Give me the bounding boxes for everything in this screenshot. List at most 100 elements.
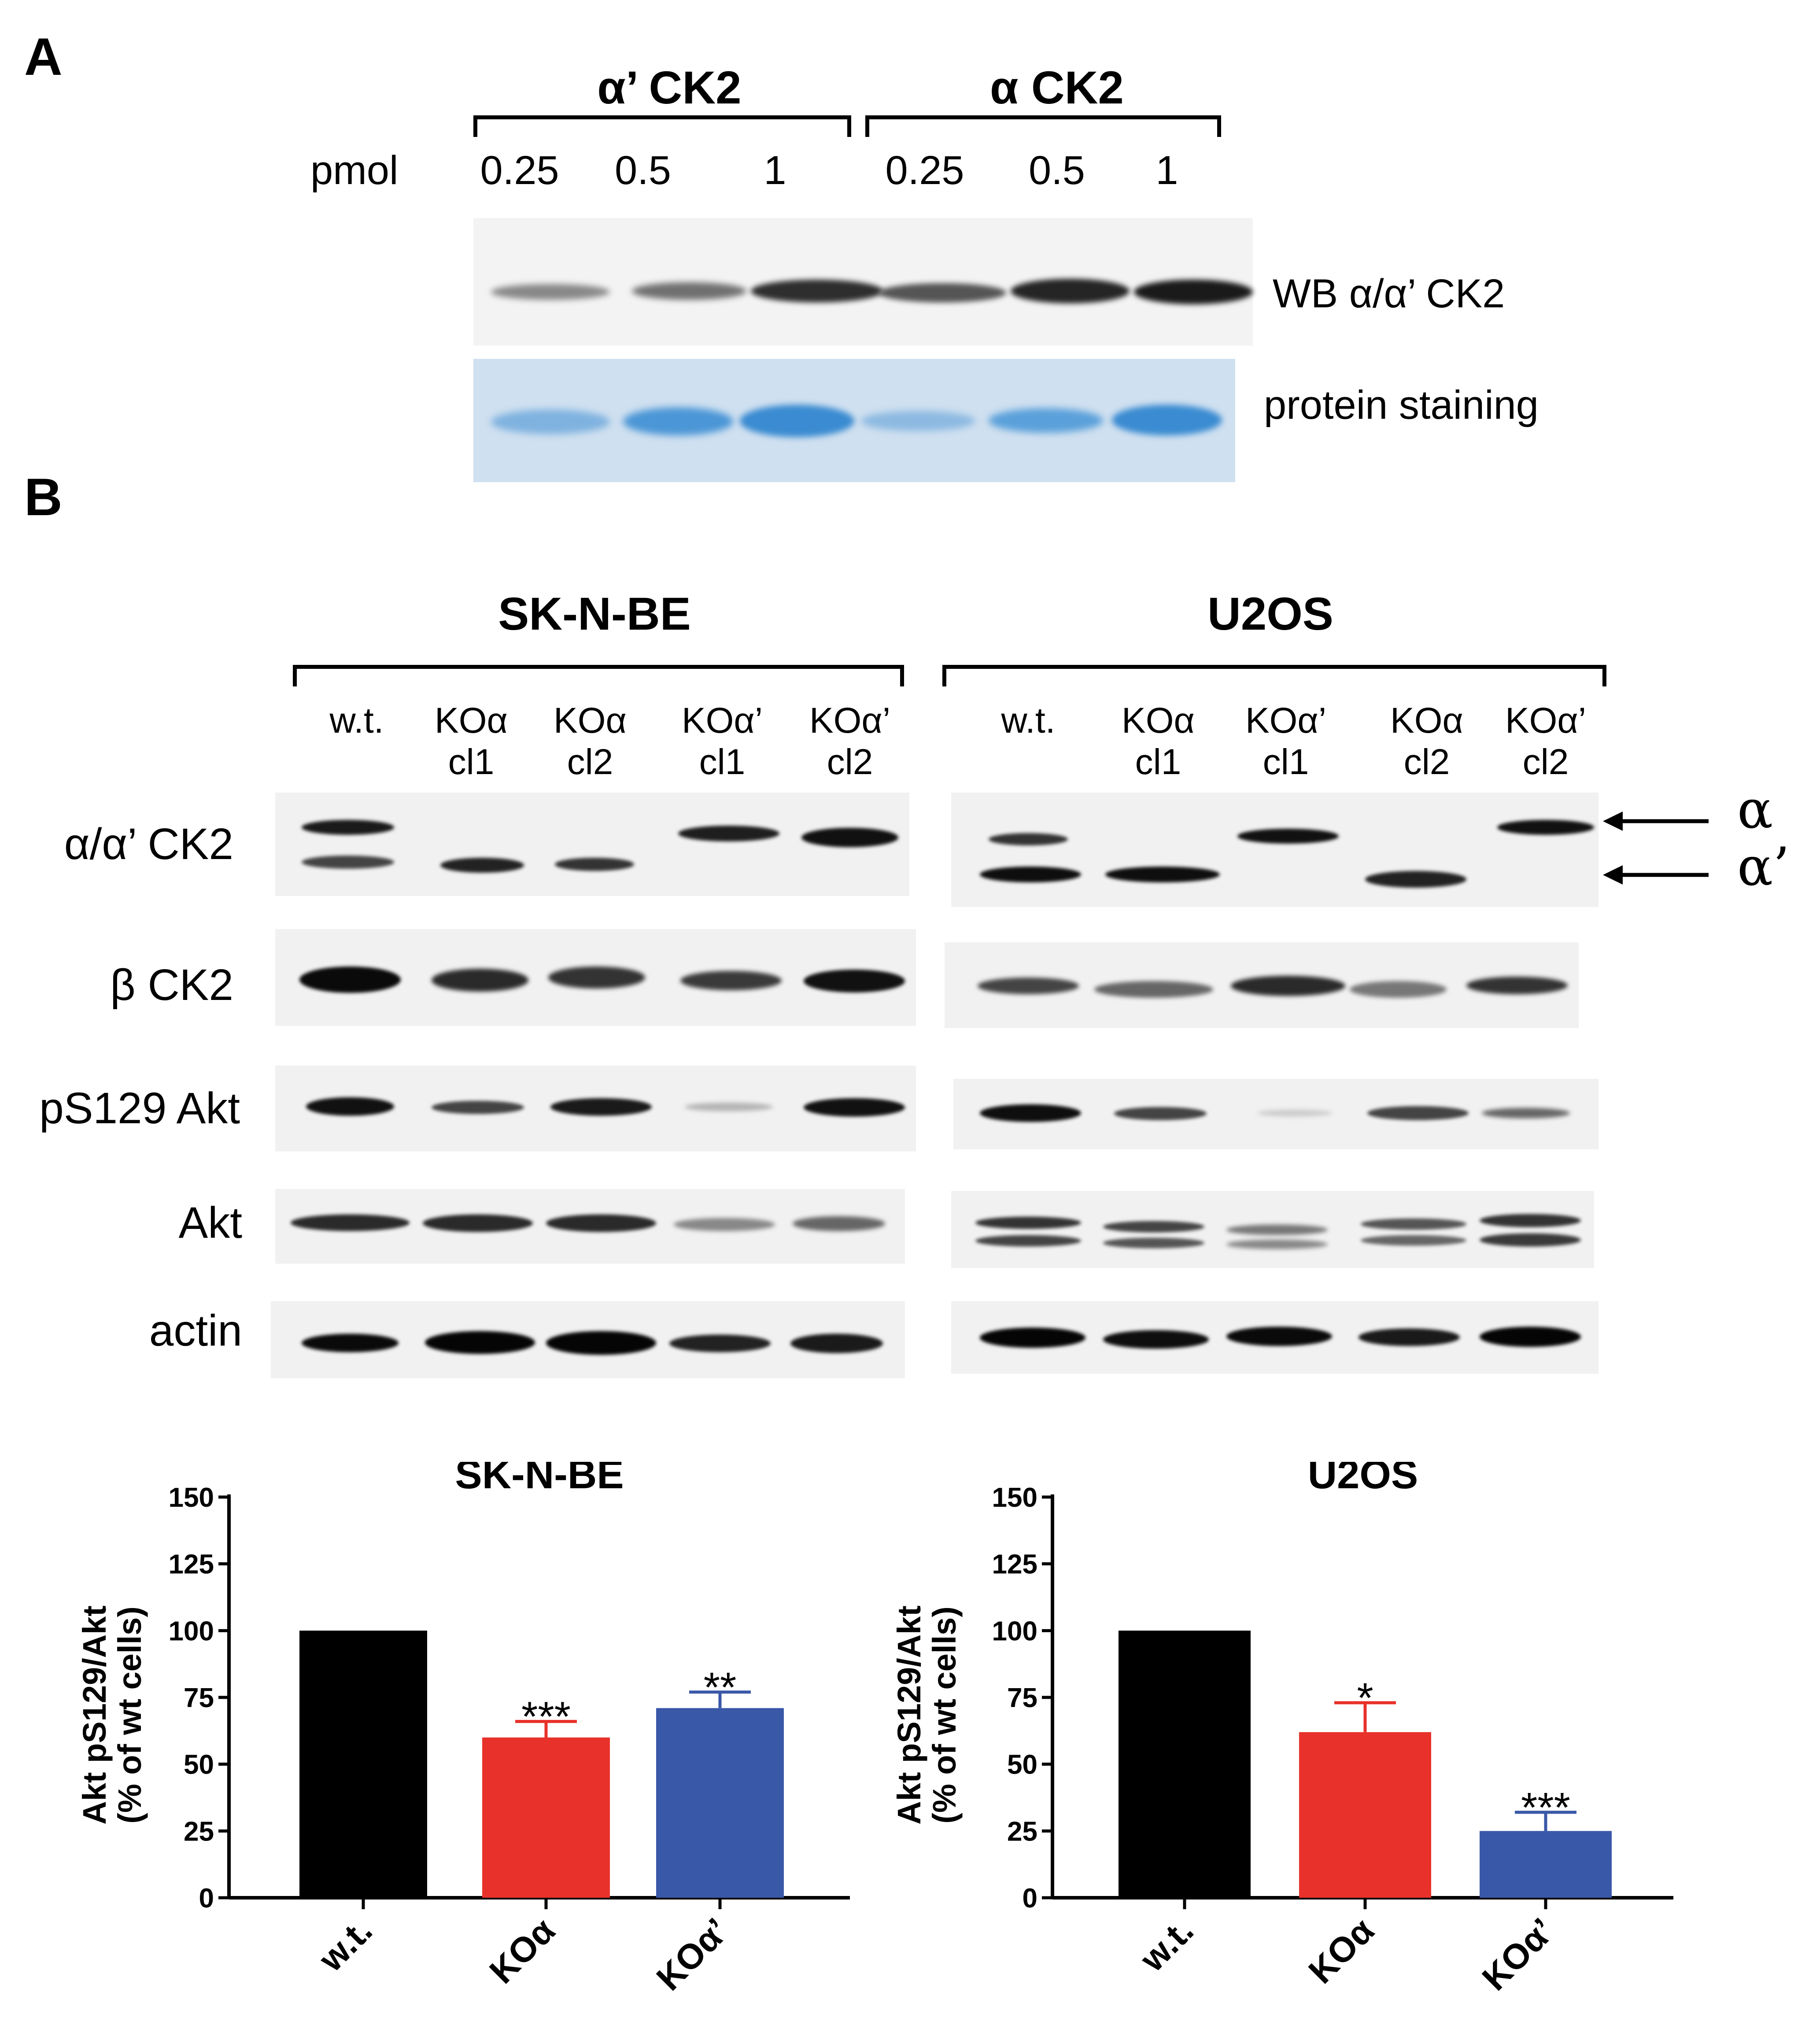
lane-label-top: KOα xyxy=(1122,701,1195,741)
blot-sk-n-be-beta-ck2 xyxy=(275,929,916,1026)
band xyxy=(674,1218,775,1231)
wb-label: WB α/α’ CK2 xyxy=(1273,271,1505,316)
y-tick-label: 25 xyxy=(1007,1816,1037,1847)
band xyxy=(1367,1106,1469,1120)
y-axis-label: (% of wt cells) xyxy=(926,1606,963,1823)
band xyxy=(1134,280,1253,304)
stain-band xyxy=(989,408,1103,433)
bracket-alpha xyxy=(865,115,1221,137)
band xyxy=(1480,1214,1581,1227)
stain-band xyxy=(491,409,610,434)
lane-label-top: w.t. xyxy=(329,701,384,741)
y-tick-label: 150 xyxy=(992,1483,1037,1513)
amount-label: 1 xyxy=(764,148,786,193)
lane-label: KOα cl1 xyxy=(1110,700,1207,783)
band xyxy=(980,1104,1081,1122)
bracket-u2os xyxy=(942,665,1606,686)
band xyxy=(546,1214,656,1232)
y-axis-label: (% of wt cells) xyxy=(111,1606,148,1823)
bar-wt xyxy=(1119,1630,1251,1898)
y-tick-label: 50 xyxy=(184,1750,214,1780)
band xyxy=(632,282,746,300)
x-tick-label: KOα xyxy=(1301,1911,1381,1991)
x-tick-label: w.t. xyxy=(1132,1911,1201,1979)
band xyxy=(432,1101,524,1114)
band-alpha-prime xyxy=(1105,867,1220,882)
lane-label-bottom: cl1 xyxy=(699,742,746,782)
band xyxy=(1103,1238,1204,1248)
band xyxy=(546,1331,656,1355)
bar-wt xyxy=(299,1630,427,1898)
x-tick-label: KOα xyxy=(482,1911,562,1991)
band xyxy=(980,1328,1085,1348)
panel-b-letter: B xyxy=(24,468,63,527)
lane-label-top: KOα’ xyxy=(1505,701,1587,741)
band xyxy=(669,1335,771,1352)
band xyxy=(1361,1235,1466,1246)
stain-label: protein staining xyxy=(1264,383,1539,428)
significance-label: *** xyxy=(521,1693,571,1741)
y-tick-label: 25 xyxy=(184,1816,214,1847)
row-label-akt: Akt xyxy=(178,1198,242,1247)
lane-label-top: KOα xyxy=(554,701,627,741)
band xyxy=(1480,1327,1581,1347)
chart-title: SK-N-BE xyxy=(455,1462,624,1497)
band xyxy=(1114,1107,1207,1120)
band-alpha xyxy=(1237,829,1339,844)
band xyxy=(879,283,1006,302)
stain-band xyxy=(740,405,854,437)
row-label-actin: actin xyxy=(149,1306,242,1355)
band xyxy=(299,966,401,993)
x-tick-label: KOα’ xyxy=(1475,1911,1562,1998)
lane-label-bottom: cl2 xyxy=(827,742,873,782)
band xyxy=(1466,977,1568,994)
y-tick-label: 150 xyxy=(169,1483,214,1513)
lane-label: w.t. xyxy=(308,700,405,741)
band xyxy=(1226,1327,1332,1346)
band xyxy=(1231,976,1345,996)
arrow-alpha-prime-label: α’ xyxy=(1737,837,1790,898)
band xyxy=(1103,1330,1209,1349)
band xyxy=(1480,1233,1581,1247)
band xyxy=(1103,1221,1204,1232)
y-tick-label: 0 xyxy=(1023,1883,1037,1914)
lane-label-top: KOα’ xyxy=(1245,701,1327,741)
blot-sk-n-be-akt xyxy=(275,1189,905,1264)
blot-sk-n-be-ps129-akt xyxy=(275,1066,916,1151)
row-label-beta-ck2: β CK2 xyxy=(110,960,233,1010)
amount-label: 1 xyxy=(1155,148,1178,193)
band xyxy=(1361,1218,1466,1230)
group-label-alpha: α CK2 xyxy=(990,62,1124,114)
protein-stain-panel-a xyxy=(473,359,1235,482)
significance-label: * xyxy=(1357,1675,1373,1722)
band xyxy=(1011,279,1130,303)
y-tick-label: 75 xyxy=(184,1683,214,1713)
blot-sk-n-be-actin xyxy=(271,1301,905,1378)
row-label-alpha-ck2: α/α’ CK2 xyxy=(64,819,233,869)
y-tick-label: 0 xyxy=(199,1883,214,1914)
band xyxy=(1257,1110,1332,1117)
bar-ko-alpha xyxy=(482,1737,610,1898)
blot-u2os-akt xyxy=(951,1191,1594,1268)
band xyxy=(1226,1225,1328,1235)
band-alpha-prime xyxy=(1365,871,1466,888)
band xyxy=(550,1098,652,1116)
y-tick-label: 75 xyxy=(1007,1683,1037,1713)
blot-u2os-actin xyxy=(951,1301,1598,1374)
lane-label: KOα’ cl1 xyxy=(1233,700,1339,783)
y-axis-label: Akt pS129/Akt xyxy=(891,1605,927,1825)
y-tick-label: 100 xyxy=(992,1616,1037,1646)
lane-label-top: KOα xyxy=(435,701,508,741)
wb-blot-panel-a xyxy=(473,218,1253,346)
y-tick-label: 125 xyxy=(992,1549,1037,1580)
blot-u2os-ps129-akt xyxy=(953,1079,1598,1149)
lane-label-bottom: cl2 xyxy=(1403,742,1450,782)
bar-ko-alpha-prime xyxy=(1480,1831,1612,1898)
blot-u2os-alpha-ck2 xyxy=(951,793,1598,907)
band xyxy=(302,1334,399,1352)
significance-label: *** xyxy=(1521,1784,1570,1831)
band xyxy=(975,1217,1081,1229)
cell-line-right: U2OS xyxy=(1207,588,1333,640)
amount-label: 0.5 xyxy=(1029,148,1085,193)
amount-label: 0.25 xyxy=(885,148,964,193)
